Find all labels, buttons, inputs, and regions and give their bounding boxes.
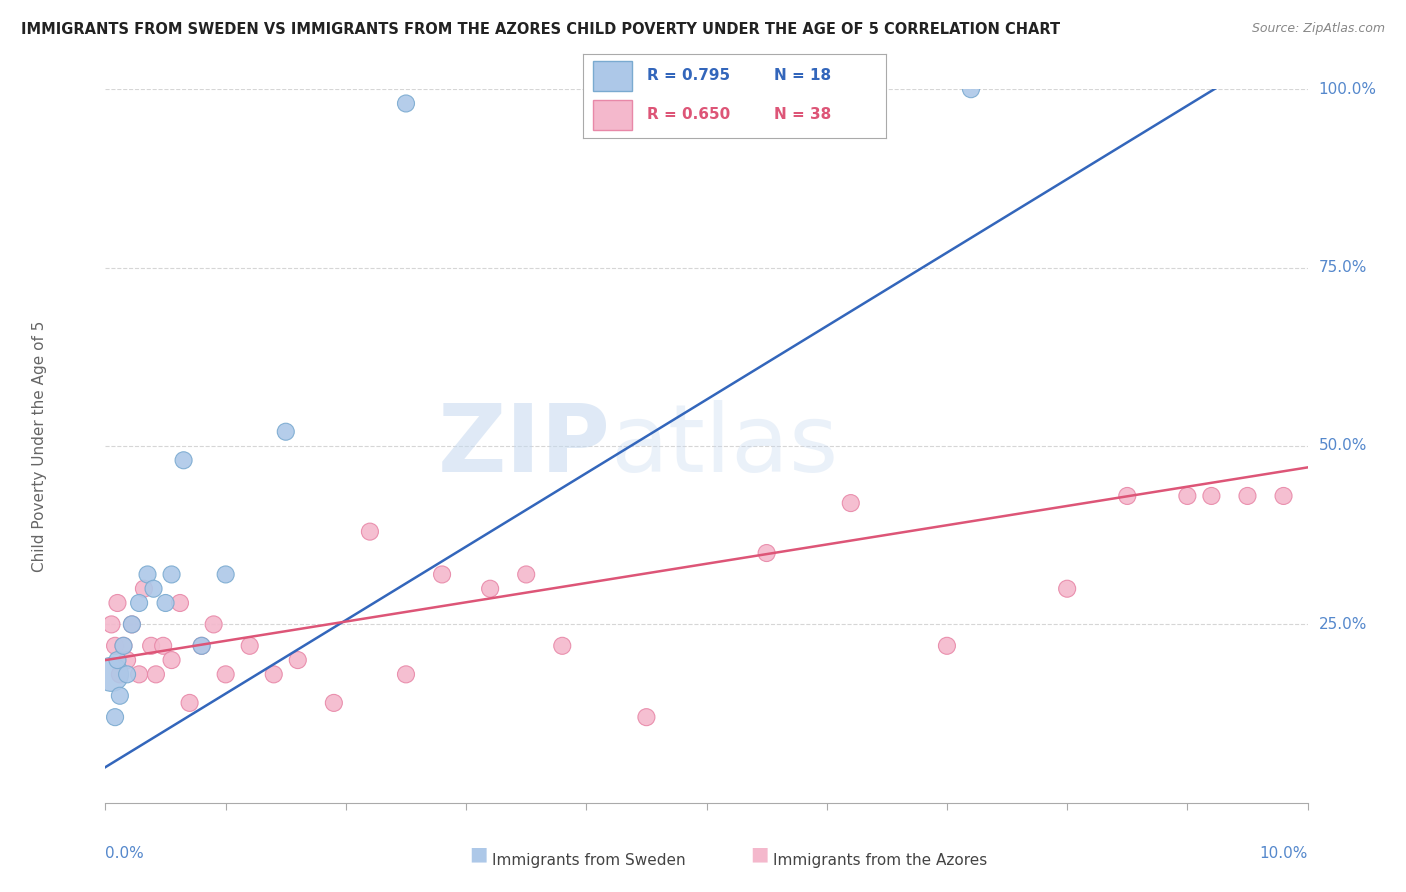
Point: [1236, 489, 1258, 503]
Point: [263, 667, 285, 681]
Point: [173, 453, 195, 467]
Text: 75.0%: 75.0%: [1319, 260, 1367, 275]
Text: ■: ■: [468, 844, 488, 863]
Point: [160, 653, 183, 667]
Point: [839, 496, 862, 510]
Point: [112, 639, 135, 653]
Point: [430, 567, 453, 582]
Text: R = 0.650: R = 0.650: [647, 107, 730, 122]
Point: [755, 546, 778, 560]
Point: [115, 653, 138, 667]
Point: [1201, 489, 1223, 503]
Point: [395, 667, 418, 681]
Point: [107, 596, 129, 610]
Point: [100, 617, 122, 632]
Text: 25.0%: 25.0%: [1319, 617, 1367, 632]
Text: 0.0%: 0.0%: [105, 846, 145, 861]
Point: [190, 639, 212, 653]
Text: N = 38: N = 38: [773, 107, 831, 122]
Text: IMMIGRANTS FROM SWEDEN VS IMMIGRANTS FROM THE AZORES CHILD POVERTY UNDER THE AGE: IMMIGRANTS FROM SWEDEN VS IMMIGRANTS FRO…: [21, 22, 1060, 37]
Point: [636, 710, 658, 724]
Point: [239, 639, 262, 653]
Point: [104, 639, 127, 653]
Bar: [592, 62, 631, 91]
Text: Immigrants from the Azores: Immigrants from the Azores: [773, 854, 987, 868]
Point: [132, 582, 155, 596]
Point: [145, 667, 167, 681]
Text: ■: ■: [749, 844, 769, 863]
Point: [274, 425, 297, 439]
Point: [121, 617, 143, 632]
Text: 10.0%: 10.0%: [1260, 846, 1308, 861]
Point: [936, 639, 959, 653]
Point: [104, 710, 127, 724]
Point: [359, 524, 381, 539]
Point: [202, 617, 225, 632]
Point: [107, 653, 129, 667]
Point: [479, 582, 502, 596]
Point: [1175, 489, 1198, 503]
Point: [322, 696, 344, 710]
Text: 100.0%: 100.0%: [1319, 82, 1376, 96]
Point: [100, 667, 122, 681]
Point: [155, 596, 177, 610]
Point: [395, 96, 418, 111]
Point: [139, 639, 162, 653]
Point: [152, 639, 174, 653]
Point: [214, 667, 236, 681]
Bar: [592, 100, 631, 130]
Text: 50.0%: 50.0%: [1319, 439, 1367, 453]
Text: R = 0.795: R = 0.795: [647, 68, 730, 83]
Point: [214, 567, 236, 582]
Point: [108, 667, 131, 681]
Point: [551, 639, 574, 653]
Point: [115, 667, 138, 681]
Point: [121, 617, 143, 632]
Point: [287, 653, 309, 667]
Point: [136, 567, 159, 582]
Point: [128, 596, 150, 610]
Point: [1272, 489, 1295, 503]
Point: [515, 567, 537, 582]
Text: N = 18: N = 18: [773, 68, 831, 83]
Point: [960, 82, 983, 96]
Text: Source: ZipAtlas.com: Source: ZipAtlas.com: [1251, 22, 1385, 36]
Point: [1056, 582, 1078, 596]
Point: [179, 696, 201, 710]
Text: atlas: atlas: [610, 400, 838, 492]
Point: [128, 667, 150, 681]
Point: [112, 639, 135, 653]
Point: [142, 582, 165, 596]
Text: Child Poverty Under the Age of 5: Child Poverty Under the Age of 5: [32, 320, 46, 572]
Point: [108, 689, 131, 703]
Text: Immigrants from Sweden: Immigrants from Sweden: [492, 854, 686, 868]
Point: [190, 639, 212, 653]
Point: [1116, 489, 1139, 503]
Text: ZIP: ZIP: [437, 400, 610, 492]
Point: [169, 596, 191, 610]
Point: [160, 567, 183, 582]
